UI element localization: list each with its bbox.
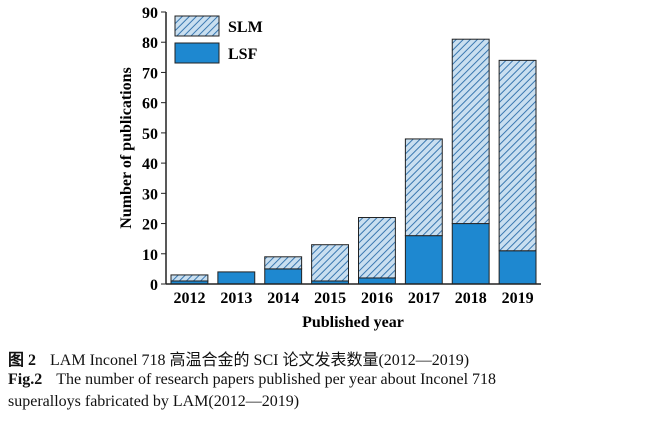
bar-lsf-2016 [358, 277, 396, 285]
x-tick-label: 2014 [267, 290, 299, 307]
caption-cn-label: 图 2 [8, 352, 37, 369]
caption-en-label: Fig.2 [8, 371, 43, 388]
bar-slm-2014 [264, 256, 303, 270]
bar-slm-2019 [498, 59, 537, 252]
y-tick-label: 10 [142, 247, 158, 264]
y-tick-label: 40 [142, 156, 158, 173]
x-tick-label: 2016 [361, 290, 393, 307]
stacked-bar-chart: 2012 2013 2014 2015 2016 2017 2018 2019 0 10 20 30 4… [118, 5, 541, 331]
legend-label-slm: SLM [228, 19, 263, 36]
x-tick-label: 2017 [408, 290, 440, 307]
bar-slm-2012 [170, 274, 209, 282]
x-tick-label: 2012 [173, 290, 205, 307]
x-tick-label: 2018 [455, 290, 487, 307]
bar-lsf-2013 [217, 271, 256, 285]
bar-slm-2017 [404, 138, 443, 237]
y-tick-label: 60 [142, 96, 158, 113]
y-tick-label: 70 [142, 65, 158, 82]
bar-slm-2015 [311, 244, 349, 282]
legend-label-lsf: LSF [228, 46, 258, 63]
bar-slm-2018 [451, 38, 490, 225]
y-tick-label: 90 [142, 5, 158, 22]
legend-swatch-slm [174, 15, 220, 37]
bar-lsf-2019 [498, 250, 537, 285]
y-tick-label: 20 [142, 217, 158, 234]
y-axis-label: Number of publications [118, 67, 135, 229]
caption-en: Fig.2 The number of research papers publi… [8, 371, 496, 389]
caption-cn: 图 2 LAM Inconel 718 高温合金的 SCI 论文发表数量(2012… [8, 346, 469, 370]
x-tick-label: 2015 [314, 290, 346, 307]
caption-en-text1: The number of research papers published … [56, 371, 497, 388]
y-tick-label: 80 [142, 35, 158, 52]
caption-en-line2: superalloys fabricated by LAM(2012—2019) [8, 393, 300, 410]
caption-cn-text: LAM Inconel 718 高温合金的 SCI 论文发表数量(2012—20… [50, 352, 470, 369]
y-tick-label: 30 [142, 186, 158, 203]
bar-slm-2016 [358, 217, 396, 279]
x-tick-label: 2013 [220, 290, 252, 307]
bar-lsf-2018 [451, 223, 490, 285]
x-axis-label: Published year [302, 314, 404, 331]
bar-lsf-2014 [264, 268, 303, 285]
legend-swatch-lsf [174, 42, 220, 64]
y-tick-label: 50 [142, 126, 158, 143]
x-tick-label: 2019 [502, 290, 534, 307]
bar-lsf-2017 [404, 235, 443, 285]
y-tick-label: 0 [150, 277, 158, 294]
